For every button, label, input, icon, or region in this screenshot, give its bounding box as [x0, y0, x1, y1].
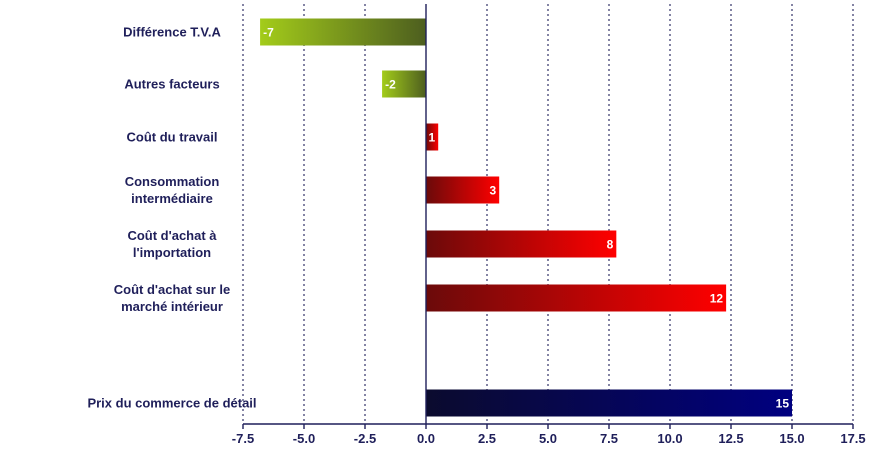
category-label: Prix du commerce de détail: [87, 396, 256, 411]
labels: -7.5 -5.0 -2.5 0.0 2.5 5.0 7.5 10.0 12.5 15.0 17.5…: [87, 25, 865, 447]
bar: [426, 284, 727, 312]
bar: [260, 18, 426, 46]
bar: [426, 389, 792, 417]
category-label: Coût d'achat sur le marché intérieur: [114, 282, 231, 314]
bars: [260, 18, 792, 417]
category-label-line: marché intérieur: [121, 299, 223, 314]
bar-value-label: 1: [429, 131, 436, 145]
x-tick-label: 12.5: [718, 431, 743, 446]
category-label-line: Coût d'achat sur le: [114, 282, 231, 297]
bar-value-label: 12: [710, 292, 724, 306]
bar: [426, 123, 439, 151]
category-label: Consommation intermédiaire: [125, 174, 220, 206]
category-label-line: Coût du travail: [126, 130, 217, 145]
bar-value-label: -2: [385, 78, 396, 92]
category-label-line: Prix du commerce de détail: [87, 396, 256, 411]
category-label-line: l'importation: [133, 245, 211, 260]
category-label: Autres facteurs: [124, 77, 219, 92]
x-tick-label: 5.0: [539, 431, 557, 446]
x-tick-label: 17.5: [840, 431, 865, 446]
category-label-line: Consommation: [125, 174, 220, 189]
x-tick-label: 2.5: [478, 431, 496, 446]
x-tick-label: -5.0: [293, 431, 315, 446]
x-tick-label: -7.5: [232, 431, 254, 446]
category-label-line: Différence T.V.A: [123, 25, 221, 40]
bar-value-label: 8: [607, 238, 614, 252]
category-label: Différence T.V.A: [123, 25, 221, 40]
axes: [242, 4, 854, 429]
category-label: Coût d'achat à l'importation: [127, 228, 217, 260]
bar: [382, 70, 426, 98]
gridlines: [242, 4, 854, 424]
category-label-line: Autres facteurs: [124, 77, 219, 92]
bar-value-label: 15: [776, 397, 790, 411]
category-label-line: Coût d'achat à: [127, 228, 217, 243]
x-tick-label: 10.0: [657, 431, 682, 446]
x-tick-label: -2.5: [354, 431, 376, 446]
bar-value-label: 3: [490, 184, 497, 198]
x-tick-label: 0.0: [417, 431, 435, 446]
category-label: Coût du travail: [126, 130, 217, 145]
bar: [426, 176, 500, 204]
x-tick-label: 15.0: [779, 431, 804, 446]
category-label-line: intermédiaire: [131, 191, 213, 206]
x-tick-label: 7.5: [600, 431, 618, 446]
bar: [426, 230, 617, 258]
bar-value-label: -7: [263, 26, 274, 40]
